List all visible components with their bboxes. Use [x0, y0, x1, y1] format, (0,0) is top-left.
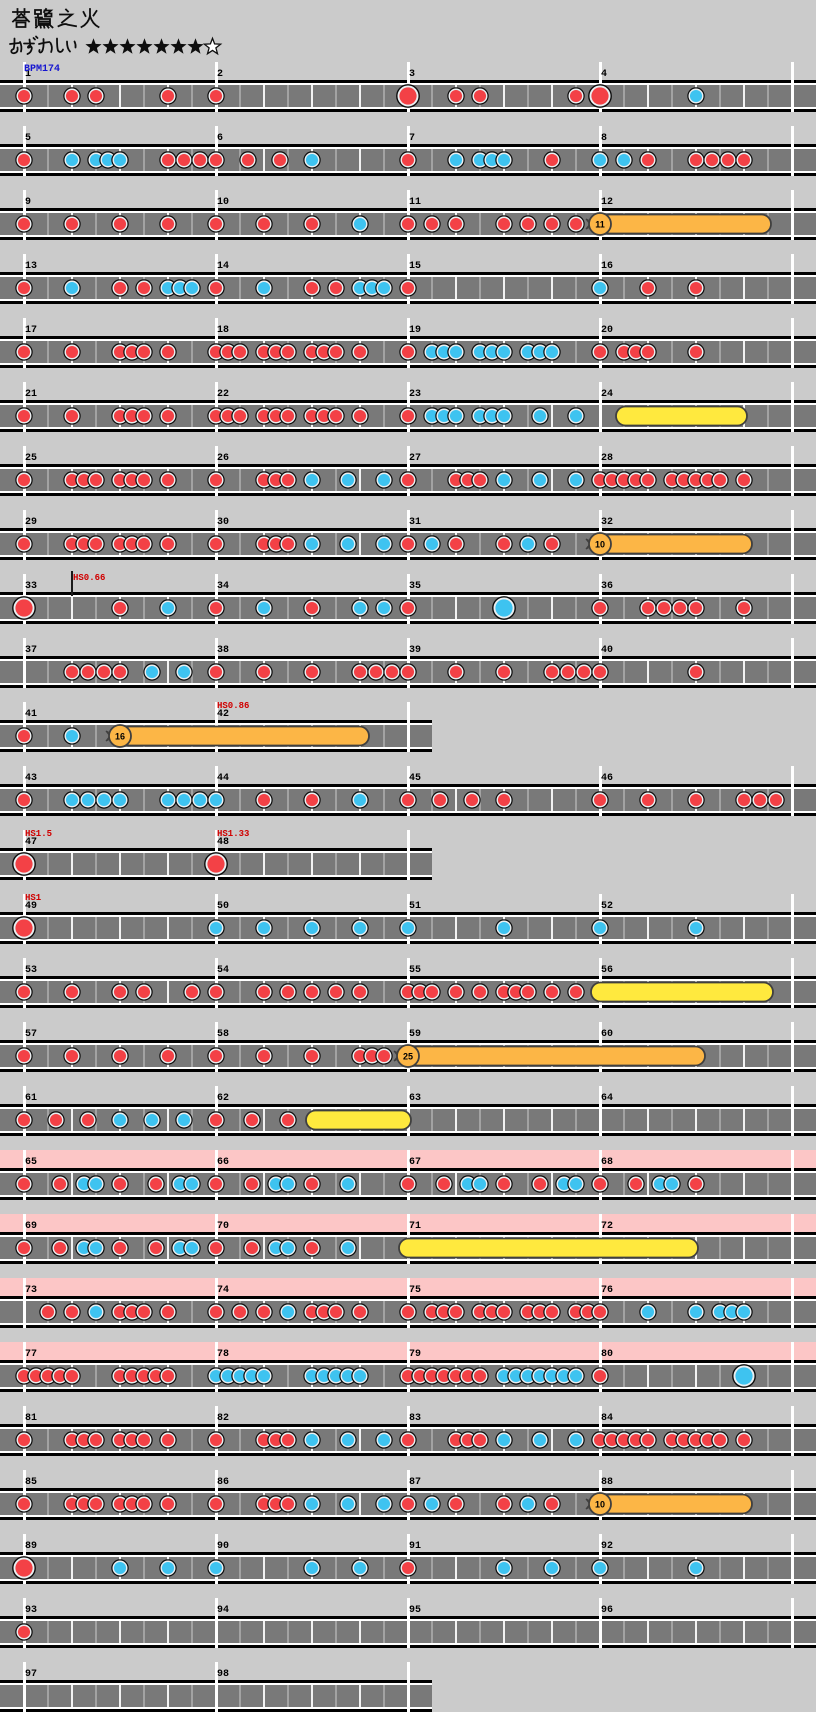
svg-text:10: 10	[595, 1500, 605, 1510]
svg-text:11: 11	[595, 220, 605, 230]
svg-text:25: 25	[403, 1052, 413, 1062]
svg-text:10: 10	[595, 540, 605, 550]
svg-text:16: 16	[115, 732, 125, 742]
